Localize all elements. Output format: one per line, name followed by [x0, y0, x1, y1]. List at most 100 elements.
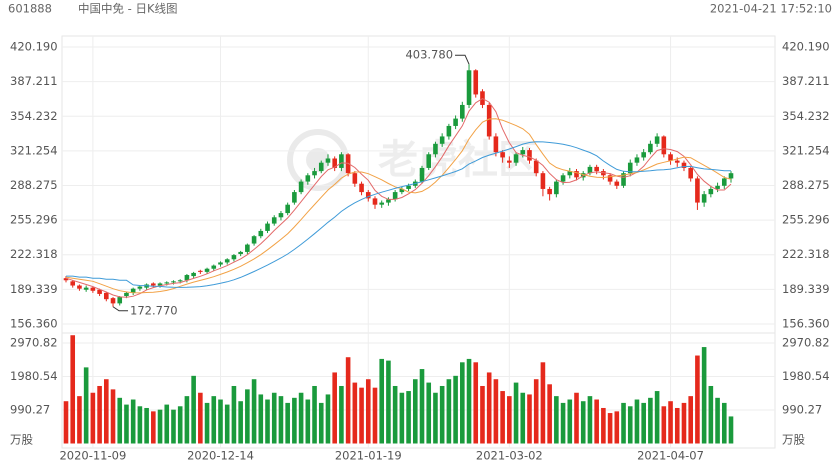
watermark: 老虎社区: [378, 137, 538, 183]
volume-bar: [177, 406, 183, 444]
candle-body: [533, 160, 539, 174]
y-tick-label-right: 288.275: [782, 178, 830, 192]
volume-bar: [412, 379, 418, 444]
volume-bar: [513, 382, 519, 444]
volume-bar: [318, 402, 324, 444]
volume-bar: [721, 402, 727, 444]
volume-bar: [245, 389, 250, 444]
volume-bar: [560, 402, 566, 444]
volume-bar: [674, 407, 680, 444]
candle-body: [574, 171, 579, 178]
volume-bar: [137, 406, 143, 444]
candle-body: [587, 166, 593, 174]
candle-body: [271, 217, 277, 224]
volume-bar: [151, 411, 156, 444]
volume-bar: [527, 394, 532, 444]
volume-bar: [164, 404, 170, 444]
y-tick-label: 156.360: [10, 317, 58, 331]
volume-panel: [61, 332, 776, 449]
volume-bar: [547, 384, 552, 444]
volume-bar: [601, 407, 606, 444]
volume-bar: [204, 402, 210, 444]
y-tick-label-right: 222.318: [782, 247, 830, 261]
candle-body: [648, 143, 653, 153]
candle-body: [493, 136, 499, 153]
candle-body: [265, 223, 270, 231]
low-leader: [112, 306, 129, 312]
candle-body: [218, 262, 223, 265]
volume-bar: [648, 397, 653, 444]
candle-body: [204, 268, 210, 272]
candle-body: [171, 281, 176, 283]
volume-bar: [90, 392, 96, 444]
candle-body: [607, 175, 613, 182]
volume-bar: [594, 399, 599, 444]
candle-body: [614, 181, 620, 186]
y-tick-label-right: 321.254: [782, 143, 830, 157]
volume-bar: [224, 404, 230, 444]
volume-tick-label: 2970.82: [10, 335, 58, 349]
candle-body: [177, 280, 183, 282]
volume-bar: [507, 396, 512, 444]
volume-bar: [500, 391, 505, 444]
candle-body: [419, 167, 425, 182]
candle-body: [634, 157, 640, 163]
candle-body: [164, 282, 170, 284]
y-tick-label-right: 255.296: [782, 213, 830, 227]
candle-body: [332, 158, 337, 168]
volume-bar: [460, 362, 465, 444]
volume-bar: [728, 416, 734, 444]
volume-bar: [533, 379, 539, 444]
timestamp: 2021-04-21 17:52:10: [710, 2, 832, 16]
volume-bar: [339, 385, 344, 444]
volume-bar: [130, 399, 136, 444]
candle-body: [90, 287, 96, 291]
candle-body: [701, 194, 707, 203]
candle-body: [567, 171, 573, 176]
volume-bar: [688, 396, 693, 444]
volume-bar: [466, 358, 472, 444]
candle-body: [63, 278, 69, 281]
candle-body: [137, 286, 143, 289]
candle-body: [433, 143, 438, 155]
candle-body: [231, 255, 237, 260]
volume-bar: [345, 357, 351, 444]
candle-body: [399, 188, 405, 193]
candle-body: [627, 162, 633, 174]
volume-bar: [473, 362, 479, 444]
volume-bar: [607, 413, 613, 444]
volume-bar: [171, 409, 176, 444]
volume-bar: [668, 401, 673, 444]
volume-bar: [641, 402, 646, 444]
volume-bar: [520, 392, 526, 444]
y-tick-label: 255.296: [10, 213, 58, 227]
moving-average-line: [66, 141, 732, 288]
volume-bar: [433, 392, 438, 444]
y-tick-label: 387.211: [10, 74, 58, 88]
volume-bar: [191, 375, 196, 444]
moving-average-line: [65, 98, 732, 298]
candle-body: [681, 162, 687, 168]
volume-bar: [708, 385, 714, 444]
candle-body: [715, 185, 720, 189]
candle-body: [540, 173, 546, 189]
candle-body: [352, 173, 358, 184]
volume-bar: [426, 382, 432, 444]
candle-body: [453, 118, 458, 126]
volume-bar: [701, 347, 707, 444]
volume-bar: [298, 392, 304, 444]
volume-bar: [97, 385, 102, 444]
volume-bar: [399, 392, 405, 444]
candle-body: [157, 283, 163, 286]
x-tick-label: 2021-04-07: [637, 449, 704, 463]
volume-bar: [110, 389, 116, 444]
volume-bar: [332, 372, 337, 444]
volume-bar: [681, 402, 687, 444]
volume-bar: [251, 379, 257, 444]
candle-body: [97, 289, 102, 294]
candle-body: [77, 285, 82, 289]
y-tick-label-right: 420.190: [782, 40, 830, 54]
low-label: 172.770: [130, 303, 178, 317]
volume-bar: [312, 385, 317, 444]
